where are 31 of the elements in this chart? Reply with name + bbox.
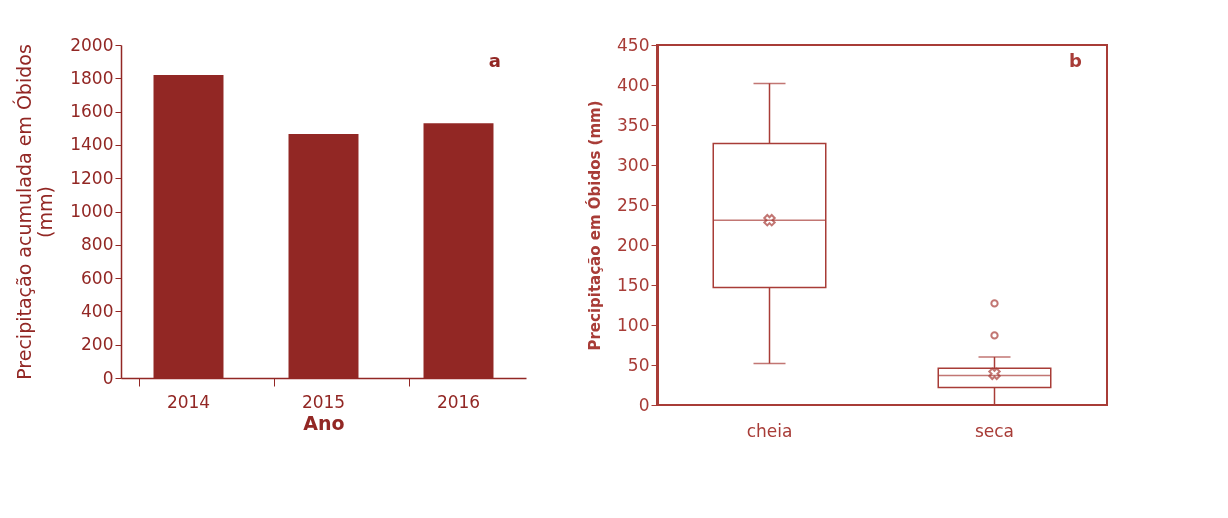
annotation: a xyxy=(488,50,501,71)
x-tick-label: seca xyxy=(974,420,1015,441)
x-tick-label: cheia xyxy=(746,420,793,441)
y-tick-label: 1600 xyxy=(70,101,114,122)
y-tick-label: 50 xyxy=(627,354,650,375)
x-tick-label: 2014 xyxy=(166,391,211,412)
y-axis-title: Precipitação em Óbidos (mm) xyxy=(585,100,605,351)
y-tick-label: 1400 xyxy=(70,134,114,155)
y-axis-title: Precipitação acumulada em Óbidos (mm) xyxy=(12,44,57,380)
y-tick-label: 150 xyxy=(617,274,650,295)
y-tick-label: 200 xyxy=(617,234,650,255)
y-tick-label: 800 xyxy=(81,234,114,255)
y-tick-label: 400 xyxy=(617,74,650,95)
y-tick-label: 400 xyxy=(81,300,114,321)
y-tick-label: 300 xyxy=(617,154,650,175)
y-tick-label: 600 xyxy=(81,267,114,288)
y-tick-label: 0 xyxy=(102,367,114,388)
y-tick-label: 100 xyxy=(617,314,650,335)
y-tick-label: 2000 xyxy=(70,34,114,55)
x-tick-label: 2015 xyxy=(301,391,346,412)
x-axis-title: Ano xyxy=(303,411,345,434)
y-tick-label: 0 xyxy=(638,394,650,415)
y-tick-label: 450 xyxy=(617,34,650,55)
y-tick-label: 250 xyxy=(617,194,650,215)
y-tick-label: 1200 xyxy=(70,167,114,188)
y-tick-label: 200 xyxy=(81,334,114,355)
y-tick-label: 1800 xyxy=(70,67,114,88)
y-tick-label: 1000 xyxy=(70,201,114,221)
annotation: b xyxy=(1069,50,1083,71)
x-tick-label: 2016 xyxy=(436,391,481,412)
y-tick-label: 350 xyxy=(617,114,650,135)
